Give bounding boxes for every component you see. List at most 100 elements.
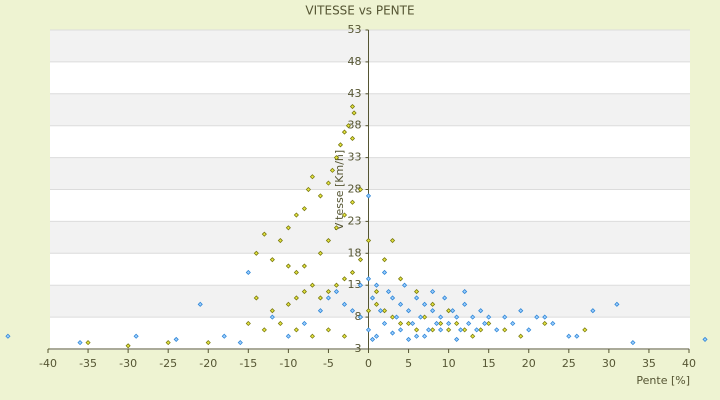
x-tick-label: -35 [79,357,97,370]
point [397,276,404,282]
point [337,142,344,148]
point [373,333,380,339]
point [245,269,251,276]
point [478,327,484,333]
y-tick-label: 43 [348,87,362,100]
point [133,333,139,339]
point [381,308,388,314]
point [341,276,348,282]
y-tick-label: 48 [348,55,362,68]
point [450,308,456,314]
point [377,308,384,314]
chart-title: VITESSE vs PENTE [305,4,414,18]
x-tick-label: -30 [119,357,137,370]
point [269,308,275,314]
point [470,314,476,320]
point [373,282,380,288]
point [405,308,412,314]
point [125,343,131,349]
point [293,327,299,333]
grid-band [50,93,690,126]
point [422,314,428,320]
grid-band [50,221,690,254]
y-tick-label: 13 [348,278,362,291]
x-tick-label: 5 [405,357,412,370]
point [510,320,516,327]
point [349,308,356,314]
point [269,314,275,320]
point [317,308,323,314]
point [325,295,332,301]
point [474,327,480,333]
point [454,320,460,327]
point [397,320,404,327]
point [502,327,508,333]
point [329,167,336,173]
point [470,333,476,339]
point [389,330,396,336]
point [261,231,267,237]
point [285,225,291,231]
point [430,301,436,307]
grid-band [50,157,690,190]
point [85,340,91,346]
point [333,155,340,161]
point [341,301,348,307]
point [285,301,291,307]
point [381,269,388,276]
point [237,340,243,346]
point [317,193,323,199]
point [526,327,532,333]
point [574,333,580,339]
point [430,327,436,333]
point [325,180,332,186]
point [317,295,323,301]
x-tick-label: 40 [682,357,696,370]
point [446,308,452,314]
point [349,199,356,205]
x-tick-label: -10 [279,357,297,370]
point [397,301,404,307]
y-tick-label: 53 [348,23,362,36]
y-tick-label: 28 [348,183,362,196]
y-tick-label: 33 [348,151,362,164]
x-tick-label: -25 [159,357,177,370]
point [165,340,171,346]
point [405,336,412,342]
point [422,301,428,307]
point [614,301,620,307]
point [349,135,356,142]
point [422,333,428,339]
point [309,174,315,180]
point [5,333,11,339]
point [385,289,392,295]
x-tick-label: 20 [522,357,536,370]
point [397,327,404,333]
point [410,320,416,327]
point [325,237,332,244]
point [351,110,357,116]
point [357,282,364,288]
point [566,333,572,339]
point [381,257,388,263]
y-tick-label: 18 [348,246,362,259]
point [317,250,323,256]
point [446,320,452,327]
point [365,237,372,244]
x-tick-label: 25 [562,357,576,370]
point [285,263,291,269]
point [414,327,420,333]
point [253,250,259,256]
point [401,282,408,288]
point [454,336,460,342]
y-tick-label: 38 [348,119,362,132]
point [414,289,420,295]
point [486,314,492,320]
point [550,320,556,327]
point [341,333,348,339]
point [357,314,364,320]
point [478,308,484,314]
y-tick-label: 23 [348,214,362,227]
x-tick-label: 15 [482,357,496,370]
